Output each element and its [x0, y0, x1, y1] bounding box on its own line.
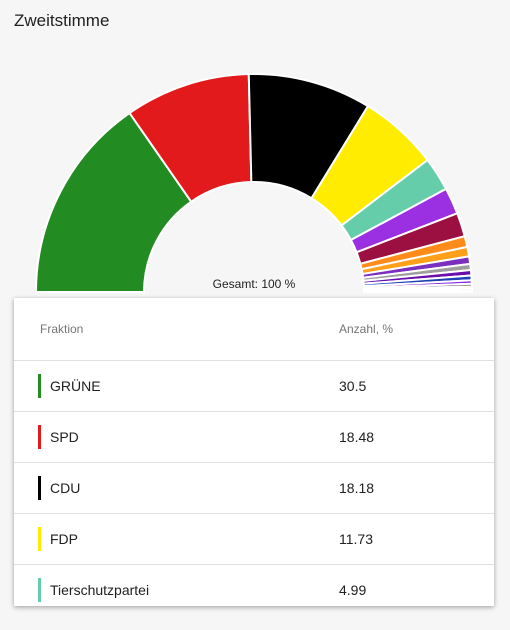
party-cell: SPD [14, 411, 339, 463]
table-row: GRÜNE 30.5 [14, 360, 494, 412]
party-color-swatch [38, 476, 41, 500]
party-value: 18.18 [339, 462, 494, 514]
party-color-swatch [38, 425, 41, 449]
party-cell: GRÜNE [14, 360, 339, 412]
table-row: Tierschutzpartei 4.99 [14, 564, 494, 615]
party-color-swatch [38, 527, 41, 551]
party-value: 4.99 [339, 564, 494, 615]
party-name: Tierschutzpartei [50, 582, 150, 598]
party-cell: Tierschutzpartei [14, 564, 339, 615]
party-value: 30.5 [339, 360, 494, 412]
chart-slice-17[interactable] [362, 289, 474, 293]
table-row: CDU 18.18 [14, 462, 494, 514]
party-name: GRÜNE [50, 378, 101, 394]
results-table: Fraktion Anzahl, % GRÜNE 30.5 SPD 18.48 … [14, 298, 494, 615]
table-row: FDP 11.73 [14, 513, 494, 565]
results-table-card: Fraktion Anzahl, % GRÜNE 30.5 SPD 18.48 … [14, 298, 494, 615]
table-row: SPD 18.48 [14, 411, 494, 463]
party-name: CDU [50, 480, 81, 496]
header-party: Fraktion [40, 322, 84, 336]
header-value: Anzahl, % [339, 322, 394, 336]
total-label: Gesamt: 100 % [212, 277, 296, 291]
table-header-row: Fraktion Anzahl, % [14, 298, 494, 361]
party-cell: CDU [14, 462, 339, 514]
party-name: SPD [50, 429, 79, 445]
chart-slice-gr-ne[interactable] [34, 111, 193, 293]
party-color-swatch [38, 374, 41, 398]
party-value: 18.48 [339, 411, 494, 463]
party-cell: FDP [14, 513, 339, 565]
chart-title: Zweitstimme [14, 11, 110, 30]
semi-donut-chart [34, 73, 474, 293]
party-name: FDP [50, 531, 78, 547]
party-color-swatch [38, 578, 41, 602]
party-value: 11.73 [339, 513, 494, 565]
